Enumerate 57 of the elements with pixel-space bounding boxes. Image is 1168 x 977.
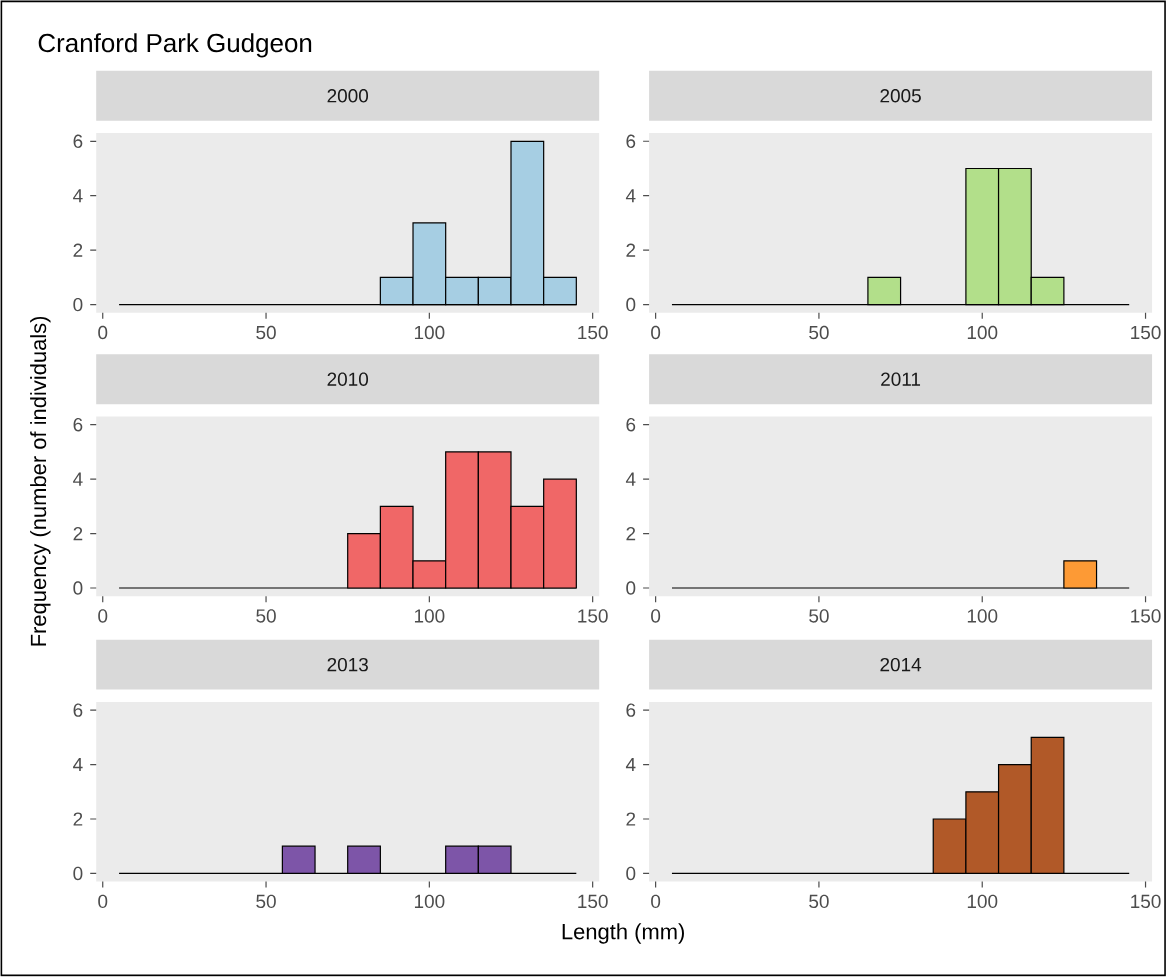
x-tick-label: 100 — [967, 609, 998, 623]
x-tick-label: 50 — [256, 325, 276, 340]
x-tick-label: 150 — [578, 894, 608, 909]
y-tick-label: 6 — [73, 703, 83, 717]
x-tick-label: 50 — [809, 325, 829, 340]
y-axis-title: Frequency (number of individuals) — [30, 316, 51, 646]
y-tick-label: 4 — [73, 758, 83, 772]
x-tick-label: 0 — [98, 325, 108, 340]
x-tick-label: 50 — [809, 609, 829, 623]
y-tick-label: 4 — [625, 758, 636, 772]
x-tick-label: 150 — [578, 609, 608, 623]
y-tick-label: 0 — [626, 866, 636, 881]
y-tick-label: 6 — [626, 134, 636, 149]
x-tick-label: 100 — [967, 894, 998, 909]
y-tick-label: 0 — [73, 297, 83, 312]
x-axis-title: Length (mm) — [562, 923, 684, 944]
x-tick-label: 150 — [1131, 325, 1161, 340]
chart-title: 2005 — [880, 89, 921, 103]
x-tick-label: 50 — [809, 894, 829, 909]
y-tick-label: 0 — [73, 866, 83, 881]
chart-title: 2011 — [881, 372, 921, 387]
chart-title: 2013 — [327, 658, 368, 672]
x-tick-label: 100 — [414, 325, 445, 340]
x-tick-label: 50 — [256, 609, 276, 623]
x-tick-label: 0 — [651, 609, 661, 623]
x-tick-label: 0 — [651, 894, 661, 909]
y-tick-label: 2 — [626, 812, 636, 826]
chart-title: 2014 — [880, 658, 922, 672]
y-tick-label: 4 — [625, 472, 636, 486]
y-tick-label: 2 — [73, 812, 83, 826]
x-tick-label: 100 — [967, 325, 998, 340]
x-tick-label: 150 — [578, 325, 608, 340]
x-tick-label: 0 — [98, 609, 108, 623]
y-tick-label: 6 — [626, 703, 636, 717]
y-tick-label: 2 — [73, 243, 83, 257]
y-tick-label: 2 — [626, 527, 636, 541]
y-tick-label: 6 — [626, 418, 636, 432]
x-tick-label: 150 — [1131, 894, 1161, 909]
text: Cranford Park Gudgeon — [38, 33, 312, 58]
y-tick-label: 0 — [626, 581, 636, 595]
x-tick-label: 50 — [256, 894, 276, 909]
y-tick-label: 0 — [626, 297, 636, 312]
chart-title: 2000 — [327, 89, 369, 103]
x-tick-label: 100 — [414, 894, 445, 909]
x-tick-label: 100 — [414, 609, 445, 623]
y-tick-label: 6 — [73, 134, 83, 149]
y-tick-label: 2 — [73, 527, 83, 541]
x-tick-label: 0 — [651, 325, 661, 340]
y-tick-label: 4 — [625, 189, 636, 203]
y-tick-label: 0 — [73, 581, 83, 595]
y-tick-label: 4 — [73, 189, 83, 203]
y-tick-label: 4 — [73, 472, 83, 486]
x-tick-label: 150 — [1131, 609, 1161, 623]
chart-title: 2010 — [327, 372, 369, 387]
y-tick-label: 6 — [73, 418, 83, 432]
x-tick-label: 0 — [98, 894, 108, 909]
y-tick-label: 2 — [626, 243, 636, 257]
